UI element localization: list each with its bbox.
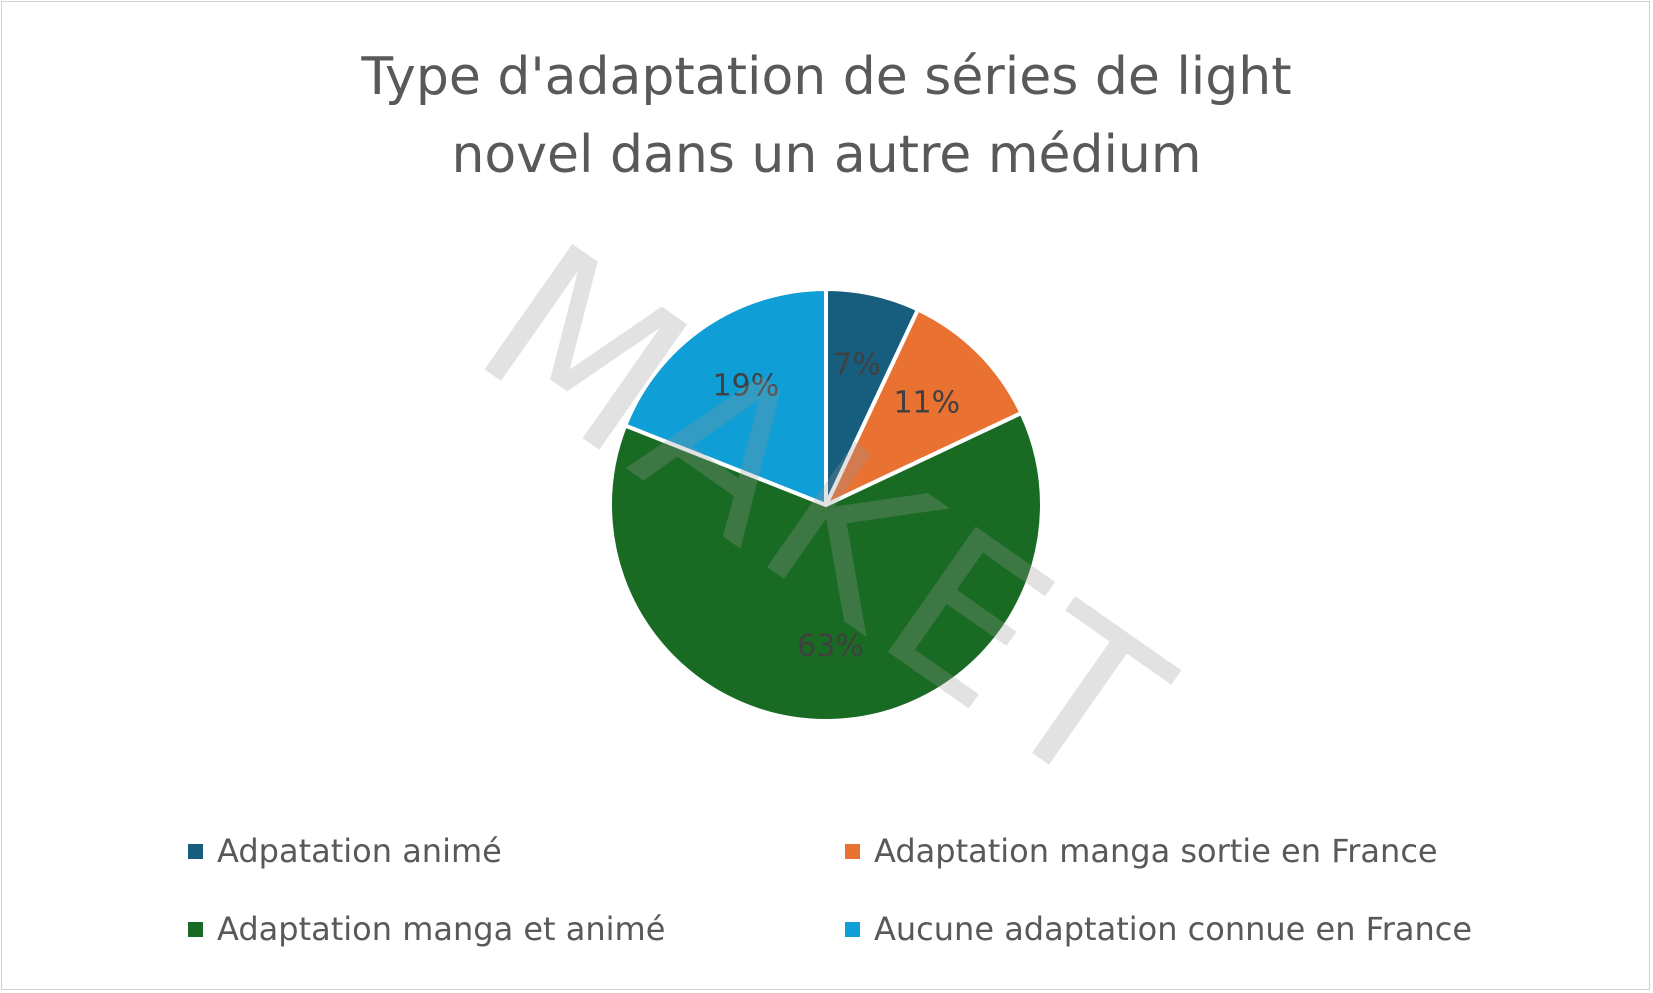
pie-slices bbox=[608, 287, 1044, 723]
pie-slice-aucune-adaptation bbox=[623, 287, 828, 507]
legend-swatch bbox=[845, 843, 860, 859]
legend-swatch bbox=[188, 921, 203, 937]
legend-swatch bbox=[188, 843, 203, 859]
chart-title: Type d'adaptation de séries de light nov… bbox=[361, 47, 1292, 185]
legend-label: Adaptation manga sortie en France bbox=[874, 832, 1438, 870]
legend-swatch bbox=[845, 921, 860, 937]
pie-data-labels: 7% 11% 63% 19% bbox=[713, 347, 961, 664]
legend-item-aucune-adaptation: Aucune adaptation connue en France bbox=[845, 910, 1472, 948]
data-label-aucune-adaptation: 19% bbox=[713, 369, 780, 404]
legend-item-adpatation-anime: Adpatation animé bbox=[188, 832, 502, 870]
legend-label: Adaptation manga et animé bbox=[217, 910, 666, 948]
legend-label: Adpatation animé bbox=[217, 832, 502, 870]
legend-item-adaptation-manga-sortie: Adaptation manga sortie en France bbox=[845, 832, 1438, 870]
pie-slice-adaptation-manga-et-anime bbox=[608, 411, 1044, 723]
data-label-adaptation-manga-sortie: 11% bbox=[893, 386, 960, 421]
legend-item-adaptation-manga-et-anime: Adaptation manga et animé bbox=[188, 910, 665, 948]
pie-slice-adaptation-manga-sortie bbox=[824, 307, 1024, 507]
data-label-adaptation-manga-et-anime: 63% bbox=[797, 629, 864, 664]
chart-legend: Adpatation animé Adaptation manga sortie… bbox=[0, 820, 1653, 980]
legend-label: Aucune adaptation connue en France bbox=[874, 910, 1473, 948]
data-label-adpatation-anime: 7% bbox=[833, 347, 881, 382]
